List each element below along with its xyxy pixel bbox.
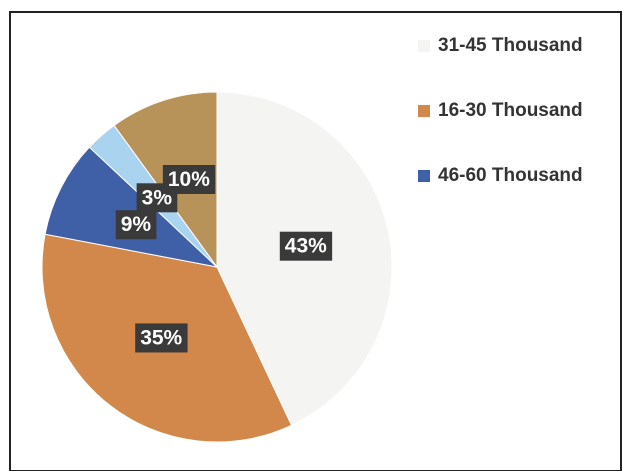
legend-swatch — [418, 40, 430, 52]
pie-slice — [44, 146, 219, 268]
data-label-box — [279, 231, 333, 261]
data-label-box — [162, 165, 216, 195]
legend-swatch — [418, 170, 430, 182]
legend-label: 16-30 Thousand — [438, 100, 583, 121]
data-label-box — [135, 323, 188, 353]
data-label-box — [115, 210, 157, 240]
data-label: 35% — [140, 326, 182, 349]
data-label: 10% — [168, 168, 210, 191]
data-label: 9% — [121, 213, 152, 236]
legend-label: 46-60 Thousand — [438, 165, 583, 186]
legend-label: 31-45 Thousand — [438, 35, 583, 56]
legend-swatch — [418, 105, 430, 117]
data-label: 43% — [285, 235, 327, 258]
